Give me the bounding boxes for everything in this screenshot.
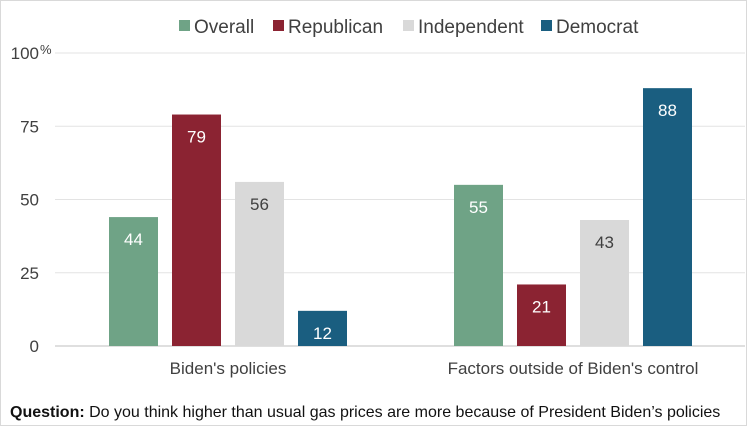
x-category-label-biden-s-policies: Biden's policies [170,359,287,378]
value-label-overall-factors-outside-of-biden-s-control: 55 [469,198,488,217]
y-tick-label-50: 50 [20,191,39,210]
legend-label-overall: Overall [194,17,254,38]
legend-swatch-republican [273,20,284,31]
legend: Overall Republican Independent Democrat [179,17,639,38]
bar-overall-factors-outside-of-biden-s-control [454,184,503,346]
value-labels: 44 79 56 12 55 21 43 88 [124,101,677,343]
y-tick-label-25: 25 [20,264,39,283]
bar-independent-biden-s-policies [235,181,284,346]
legend-swatch-democrat [541,20,552,31]
question-text: Question: Do you think higher than usual… [10,404,740,422]
bar-republican-factors-outside-of-biden-s-control [517,284,566,346]
bars [109,88,692,346]
value-label-republican-biden-s-policies: 79 [187,128,206,147]
legend-swatch-overall [179,20,190,31]
value-label-independent-factors-outside-of-biden-s-control: 43 [595,233,614,252]
y-tick-label-100: 100 [11,44,39,63]
gridlines [55,52,745,347]
legend-label-independent: Independent [418,17,524,38]
value-label-democrat-biden-s-policies: 12 [313,324,332,343]
question-body: Do you think higher than usual gas price… [84,404,721,421]
legend-label-democrat: Democrat [556,17,639,38]
legend-swatch-independent [403,20,414,31]
x-axis: Biden's policies Factors outside of Biden… [170,359,699,378]
x-category-label-factors-outside-of-biden-s-control: Factors outside of Biden's control [448,359,699,378]
y-tick-label-0: 0 [30,337,39,356]
value-label-democrat-factors-outside-of-biden-s-control: 88 [658,101,677,120]
y-unit-label: % [40,42,52,57]
y-tick-label-75: 75 [20,117,39,136]
y-axis: 0 25 50 75 100% [11,42,52,356]
bar-chart: Overall Republican Independent Democrat 0 25… [11,17,745,378]
value-label-independent-biden-s-policies: 56 [250,195,269,214]
bar-republican-biden-s-policies [172,114,221,346]
question-label: Question: [10,404,85,421]
bar-independent-factors-outside-of-biden-s-control [580,220,629,346]
legend-label-republican: Republican [288,17,383,38]
bar-democrat-factors-outside-of-biden-s-control [643,88,692,346]
bar-democrat-biden-s-policies [298,310,347,346]
bar-overall-biden-s-policies [109,217,158,346]
value-label-overall-biden-s-policies: 44 [124,230,143,249]
value-label-republican-factors-outside-of-biden-s-control: 21 [532,297,551,316]
